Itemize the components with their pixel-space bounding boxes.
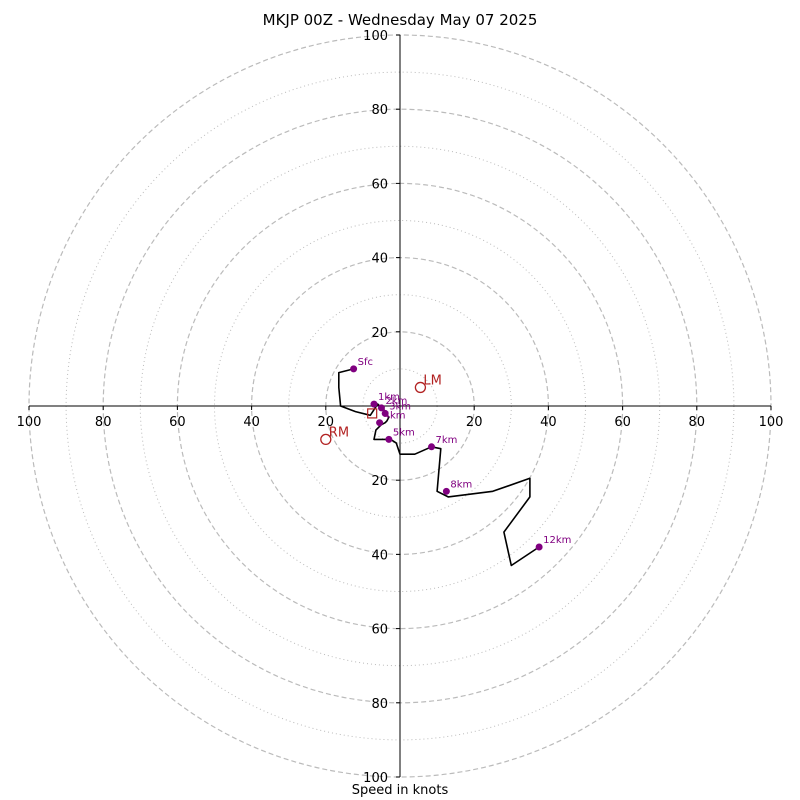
height-marker-label: 12km xyxy=(543,535,571,546)
x-axis-label: Speed in knots xyxy=(351,783,449,798)
tick-labels: 20 20 20 20 40 40 40 40 60 60 60 60 80 80 80 80 100 100 10… xyxy=(17,29,784,786)
x-tick-label: 80 xyxy=(689,415,706,430)
y-tick-label: 40 xyxy=(371,252,388,267)
storm-motion-rm-marker xyxy=(320,433,332,446)
height-marker-5km xyxy=(385,435,393,443)
y-tick-label: 100 xyxy=(363,29,388,44)
height-marker-label: 4km xyxy=(384,411,406,422)
height-marker-sfc xyxy=(350,365,358,373)
x-tick-label: 100 xyxy=(17,415,42,430)
storm-motion-label: RM xyxy=(329,425,349,440)
storm-motion-label: LM xyxy=(423,373,441,388)
storm-motion-markers: LM RM xyxy=(320,373,442,446)
height-marker-label: 8km xyxy=(450,479,472,490)
wind-trace-group xyxy=(337,368,540,567)
y-tick-label: 40 xyxy=(371,548,388,563)
height-marker-4km xyxy=(376,419,384,427)
x-tick-label: 20 xyxy=(466,415,483,430)
y-tick-label: 60 xyxy=(371,177,388,192)
storm-motion-lm-marker xyxy=(414,381,427,394)
x-tick-label: 80 xyxy=(95,415,112,430)
x-tick-label: 100 xyxy=(759,415,784,430)
y-tick-label: 100 xyxy=(363,771,388,786)
mean-wind-marker xyxy=(367,408,378,419)
x-tick-label: 20 xyxy=(318,415,335,430)
height-marker-3km xyxy=(381,409,389,417)
wind-trace xyxy=(337,368,540,567)
height-marker-12km xyxy=(535,543,543,551)
chart-title: MKJP 00Z - Wednesday May 07 2025 xyxy=(262,11,538,29)
y-tick-label: 80 xyxy=(371,103,388,118)
height-marker-2km xyxy=(377,404,385,412)
x-tick-label: 60 xyxy=(169,415,186,430)
height-marker-label: 2km xyxy=(385,396,407,407)
x-tick-label: 40 xyxy=(540,415,557,430)
y-tick-label: 80 xyxy=(371,697,388,712)
y-tick-label: 20 xyxy=(371,326,388,341)
height-marker-label: 1km xyxy=(378,392,400,403)
height-marker-label: 3km xyxy=(389,401,411,412)
axes xyxy=(29,35,771,777)
x-tick-label: 60 xyxy=(614,415,631,430)
y-tick-label: 60 xyxy=(371,623,388,638)
x-tick-label: 40 xyxy=(243,415,260,430)
height-marker-1km xyxy=(370,400,378,408)
y-tick-label: 20 xyxy=(371,474,388,489)
height-marker-7km xyxy=(428,443,436,451)
height-marker-label: 5km xyxy=(393,427,415,438)
height-marker-label: 7km xyxy=(436,435,458,446)
height-marker-label: Sfc xyxy=(358,357,373,368)
height-marker-8km xyxy=(442,487,450,495)
